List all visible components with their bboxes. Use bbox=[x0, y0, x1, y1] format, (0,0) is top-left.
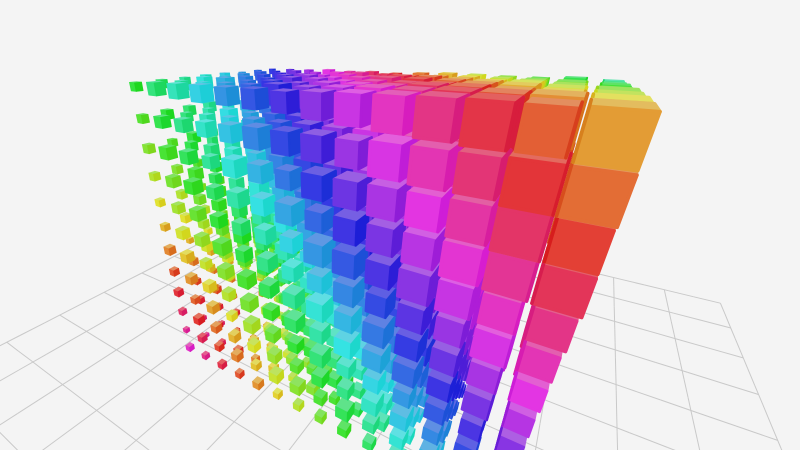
cube-field-canvas[interactable] bbox=[0, 0, 800, 450]
render-viewport bbox=[0, 0, 800, 450]
